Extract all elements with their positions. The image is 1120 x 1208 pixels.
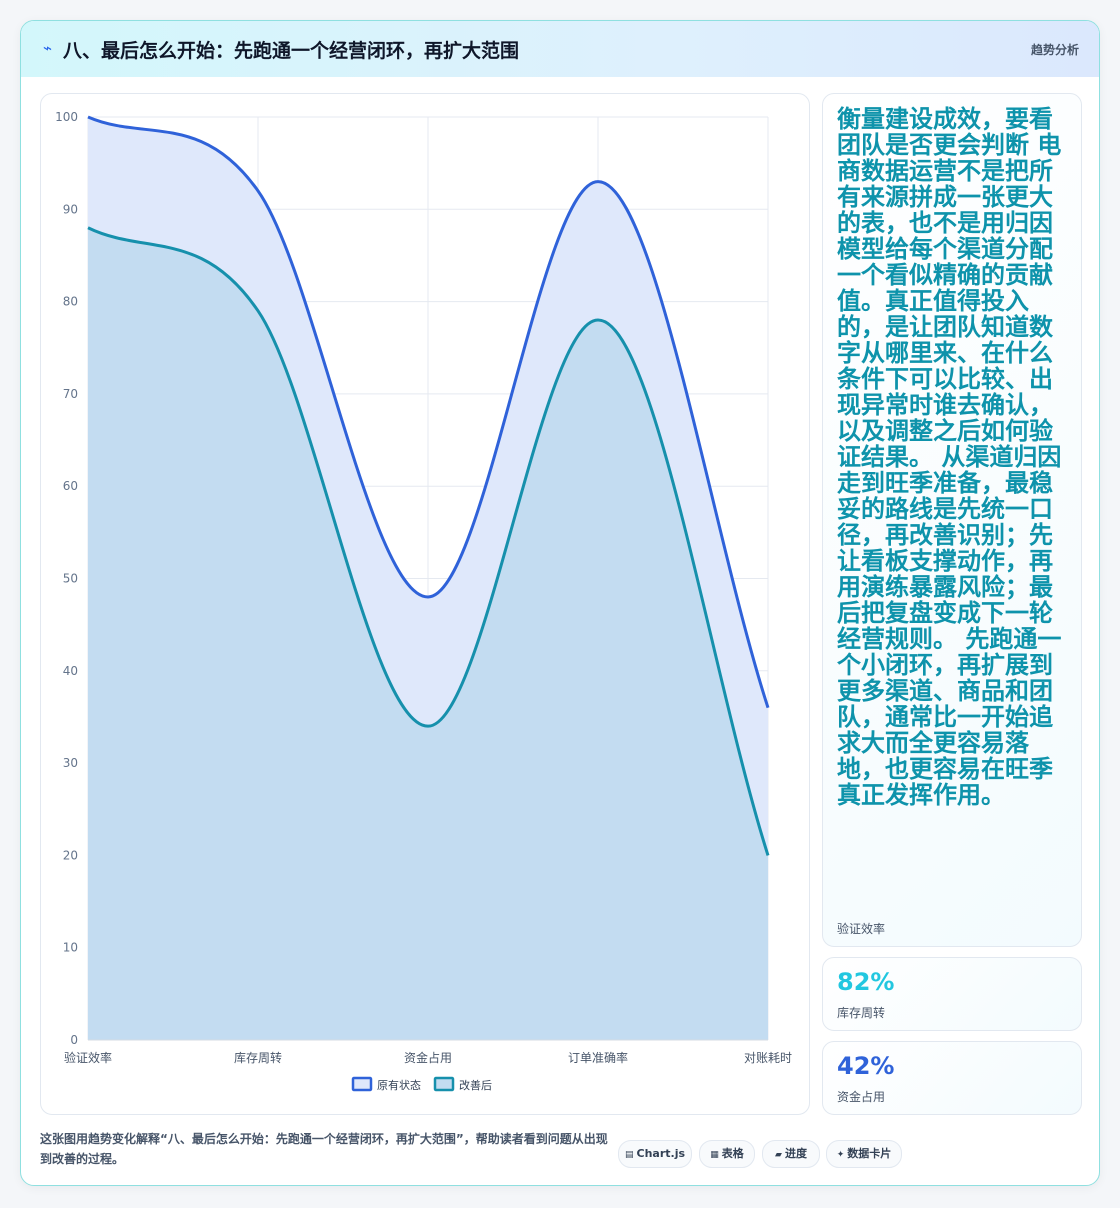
y-tick-label: 60 <box>63 479 78 493</box>
x-tick-label: 订单准确率 <box>568 1050 628 1065</box>
card-title: 八、最后怎么开始：先跑通一个经营闭环，再扩大范围 <box>63 40 520 62</box>
y-tick-label: 30 <box>63 756 78 770</box>
chip-label: 表格 <box>721 1147 744 1160</box>
stat-label: 库存周转 <box>837 1006 886 1020</box>
chart-icon: ▤ <box>624 1150 634 1160</box>
stat-value: 42% <box>837 1052 895 1080</box>
legend-label-1: 改善后 <box>459 1078 492 1092</box>
x-tick-label: 库存周转 <box>234 1050 282 1065</box>
legend-label-0: 原有状态 <box>377 1078 421 1092</box>
y-tick-label: 50 <box>63 572 78 586</box>
y-tick-label: 10 <box>63 941 78 955</box>
sparkle-icon: ✦ <box>836 1150 845 1160</box>
stat-card-inventory: 82% 库存周转 <box>822 957 1082 1031</box>
card-header: ⌁ 八、最后怎么开始：先跑通一个经营闭环，再扩大范围 趋势分析 <box>21 21 1099 77</box>
series-area-1 <box>88 227 768 1040</box>
y-tick-label: 90 <box>63 202 78 216</box>
chart-card: ⌁ 八、最后怎么开始：先跑通一个经营闭环，再扩大范围 趋势分析 0 10 20 30 4… <box>20 20 1100 1186</box>
header-tag: 趋势分析 <box>1030 43 1079 57</box>
chart-panel: 0 10 20 30 40 50 60 70 80 90 100 验证效率 库存周转 资金占用 订单准确率 对… <box>40 93 810 1115</box>
stat-text: 衡量建设成效，要看团队是否更会判断 电商数据运营不是把所有来源拼成一张更大的表，… <box>837 105 1062 809</box>
lightning-icon: ⌁ <box>43 39 53 57</box>
x-tick-label: 资金占用 <box>404 1050 452 1065</box>
chart-description: 这张图用趋势变化解释“八、最后怎么开始：先跑通一个经营闭环，再扩大范围”，帮助读… <box>40 1132 608 1166</box>
series-line-1 <box>87 226 770 856</box>
progress-icon: ▰ <box>775 1150 782 1160</box>
legend-swatch-1 <box>433 1076 455 1092</box>
stat-label: 资金占用 <box>837 1090 886 1104</box>
table-icon: ▦ <box>710 1150 719 1160</box>
y-tick-label: 20 <box>63 848 78 862</box>
chip-chartjs[interactable]: ▤ Chart.js <box>618 1140 692 1168</box>
x-tick-label: 对账耗时 <box>744 1051 792 1065</box>
y-tick-label: 0 <box>70 1033 78 1047</box>
y-tick-label: 100 <box>55 110 78 124</box>
chip-label: 进度 <box>784 1147 807 1160</box>
chip-table[interactable]: ▦ 表格 <box>699 1140 755 1168</box>
x-tick-label: 验证效率 <box>64 1050 112 1065</box>
chip-label: 数据卡片 <box>847 1147 892 1160</box>
stat-card-text: 衡量建设成效，要看团队是否更会判断 电商数据运营不是把所有来源拼成一张更大的表，… <box>822 93 1082 947</box>
y-tick-label: 80 <box>63 295 78 309</box>
chip-progress[interactable]: ▰ 进度 <box>762 1140 820 1168</box>
stat-label: 验证效率 <box>837 922 886 936</box>
chip-data-cards[interactable]: ✦ 数据卡片 <box>826 1140 902 1168</box>
stat-value: 82% <box>837 968 895 996</box>
stat-card-capital: 42% 资金占用 <box>822 1041 1082 1115</box>
chip-label: Chart.js <box>636 1147 686 1160</box>
legend-swatch-0 <box>351 1076 373 1092</box>
y-tick-label: 40 <box>63 664 78 678</box>
line-chart: 0 10 20 30 40 50 60 70 80 90 100 验证效率 库存周转 资金占用 订单准确率 对… <box>55 110 792 1092</box>
series-line-0 <box>87 115 770 709</box>
y-tick-label: 70 <box>63 387 78 401</box>
